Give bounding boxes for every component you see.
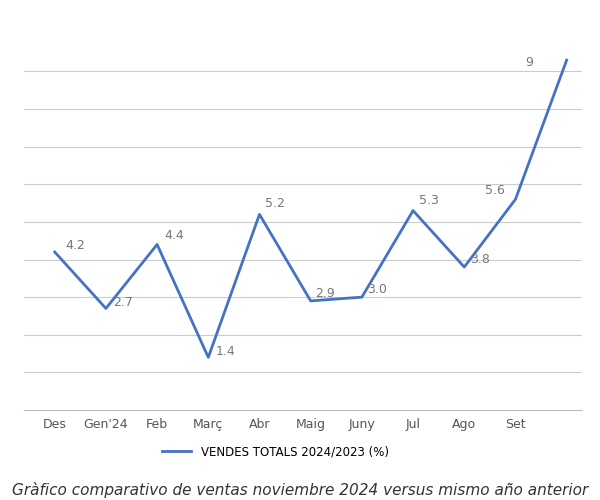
Legend: VENDES TOTALS 2024/2023 (%): VENDES TOTALS 2024/2023 (%) — [157, 441, 394, 464]
Text: 4.2: 4.2 — [66, 239, 86, 252]
Text: 9: 9 — [525, 56, 533, 69]
Text: 5.6: 5.6 — [485, 184, 505, 197]
Text: 3.0: 3.0 — [367, 283, 388, 296]
Text: 4.4: 4.4 — [164, 229, 184, 242]
Text: Gràfico comparativo de ventas noviembre 2024 versus mismo año anterior: Gràfico comparativo de ventas noviembre … — [12, 482, 588, 498]
Text: 1.4: 1.4 — [215, 344, 235, 358]
Text: 3.8: 3.8 — [470, 253, 490, 266]
Text: 2.9: 2.9 — [315, 286, 335, 300]
Text: 5.2: 5.2 — [265, 198, 285, 210]
Text: 2.7: 2.7 — [113, 296, 133, 308]
Text: 5.3: 5.3 — [419, 194, 439, 206]
